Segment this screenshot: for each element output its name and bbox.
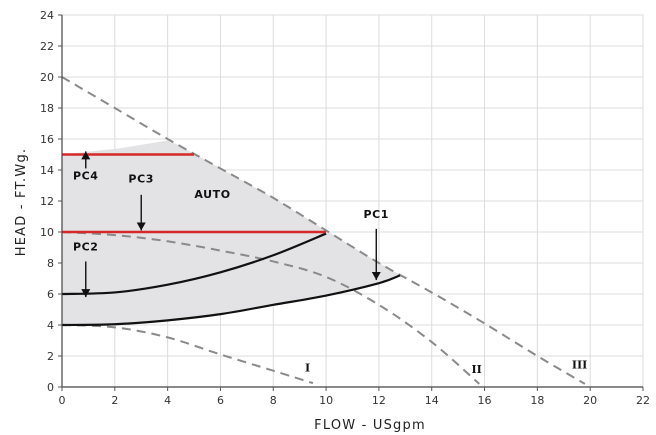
label-iii: III [572,358,587,371]
x-tick-label: 10 [319,394,333,407]
x-tick-label: 4 [164,394,171,407]
y-tick-label: 20 [40,71,54,84]
label-pc3: PC3 [128,172,154,185]
y-tick-label: 10 [40,226,54,239]
curve-i [61,324,314,385]
x-axis-label: FLOW - USgpm [314,418,426,433]
y-tick-label: 4 [47,319,54,332]
x-tick-label: 8 [270,394,277,407]
y-tick-label: 16 [40,133,54,146]
label-i: I [305,362,310,375]
y-tick-label: 0 [47,381,54,394]
curve-iii [61,76,586,385]
x-tick-label: 20 [583,394,597,407]
x-tick-label: 0 [59,394,66,407]
arrow-head-pc4 [81,151,91,160]
x-tick-label: 2 [111,394,118,407]
y-tick-label: 24 [40,9,54,22]
arrow-head-pc2 [81,289,91,298]
x-tick-label: 14 [425,394,439,407]
curve-ii [61,231,480,385]
y-tick-label: 6 [47,288,54,301]
arrow-head-pc1 [371,272,381,281]
curve-pc2 [61,232,327,296]
y-tick-label: 12 [40,195,54,208]
y-tick-label: 2 [47,350,54,363]
y-tick-label: 22 [40,40,54,53]
label-pc4: PC4 [73,169,99,182]
x-tick-label: 16 [478,394,492,407]
x-tick-label: 22 [636,394,650,407]
y-axis-label: HEAD - FT.Wg. [14,148,29,256]
arrow-head-pc3 [136,222,146,231]
curve-pc1 [61,274,401,327]
y-tick-label: 8 [47,257,54,270]
label-ii: II [471,363,481,376]
y-tick-label: 14 [40,164,54,177]
x-tick-label: 6 [217,394,224,407]
label-pc1: PC1 [363,208,389,221]
x-tick-label: 18 [530,394,544,407]
x-tick-label: 12 [372,394,386,407]
y-tick-label: 18 [40,102,54,115]
label-pc2: PC2 [73,241,99,254]
label-auto: AUTO [194,188,230,201]
